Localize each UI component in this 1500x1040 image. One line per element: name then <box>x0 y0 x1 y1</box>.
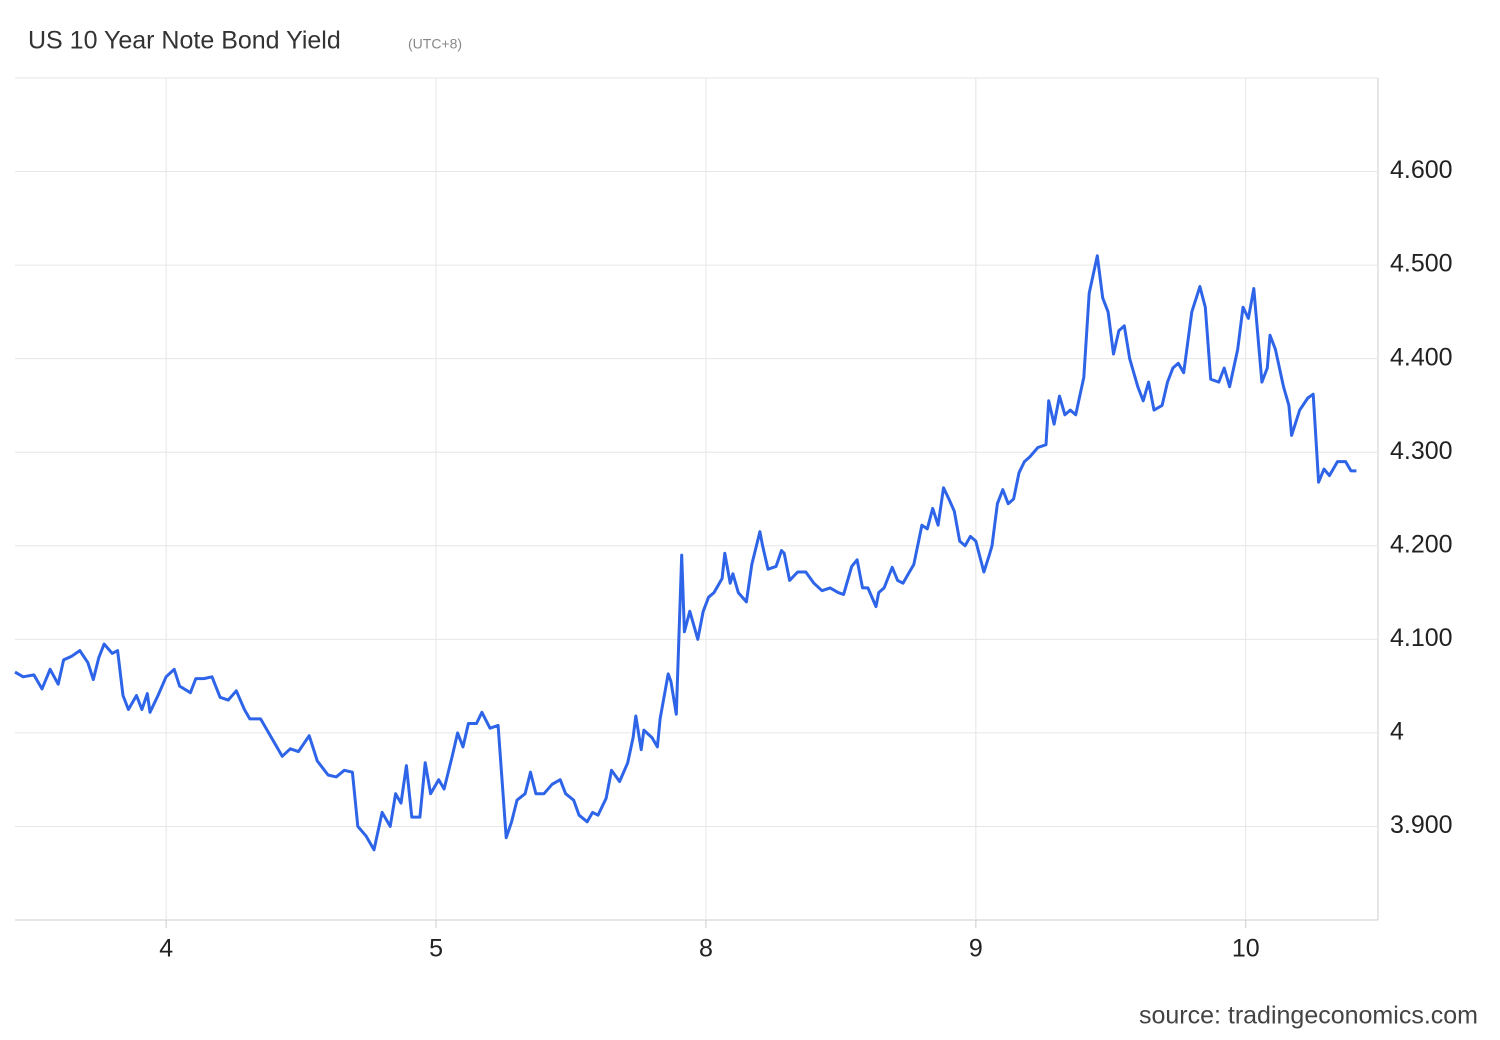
x-tick-label: 8 <box>699 935 713 963</box>
chart-title: US 10 Year Note Bond Yield <box>28 27 341 55</box>
x-tick-label: 4 <box>159 935 173 963</box>
y-tick-label: 4.600 <box>1390 156 1453 184</box>
source: source: tradingeconomics.com <box>1139 1002 1478 1030</box>
chart-subtitle: (UTC+8) <box>408 36 462 52</box>
x-tick-label: 5 <box>429 935 443 963</box>
y-tick-label: 4 <box>1390 717 1404 745</box>
y-tick-label: 4.400 <box>1390 343 1453 371</box>
x-tick-label: 9 <box>969 935 983 963</box>
y-tick-label: 4.300 <box>1390 437 1453 465</box>
y-tick-label: 3.900 <box>1390 811 1453 839</box>
y-tick-label: 4.200 <box>1390 530 1453 558</box>
y-tick-label: 4.500 <box>1390 250 1453 278</box>
yield-line <box>14 254 1357 852</box>
y-tick-label: 4.100 <box>1390 624 1453 652</box>
x-tick-label: 10 <box>1232 935 1260 963</box>
